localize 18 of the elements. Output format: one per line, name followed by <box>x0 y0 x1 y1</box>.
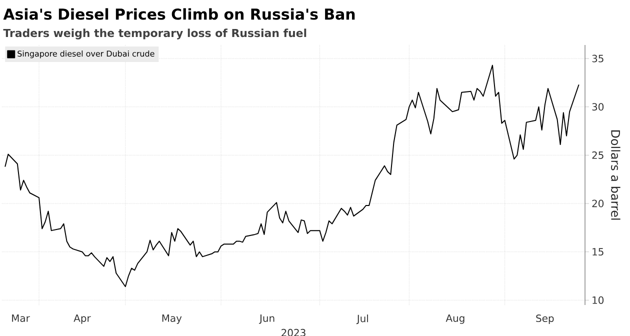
line-series <box>4 64 580 288</box>
y-tick-label: 20 <box>592 200 604 208</box>
x-tick-label: Sep <box>536 314 554 324</box>
y-tick-label: 15 <box>592 248 604 256</box>
x-tick-label: Jun <box>258 314 274 324</box>
y-tick-label: 30 <box>592 103 604 111</box>
y-tick-label: 35 <box>592 54 604 62</box>
x-tick-label: Mar <box>12 314 30 322</box>
x-tick-label: Aug <box>446 314 464 324</box>
y-tick-label: 25 <box>592 151 604 159</box>
x-axis-title: 2023 <box>282 328 306 336</box>
x-tick-label: May <box>162 314 182 324</box>
x-tick-label: Jul <box>356 314 368 324</box>
y-axis-title: Dollars a barrel <box>611 130 620 220</box>
y-tick-label: 10 <box>592 296 604 304</box>
chart-title: Asia's Diesel Prices Climb on Russia's Ban <box>3 8 355 20</box>
x-tick-label: Apr <box>74 314 91 324</box>
chart-subtitle: Traders weigh the temporary loss of Russian fuel <box>3 28 306 40</box>
